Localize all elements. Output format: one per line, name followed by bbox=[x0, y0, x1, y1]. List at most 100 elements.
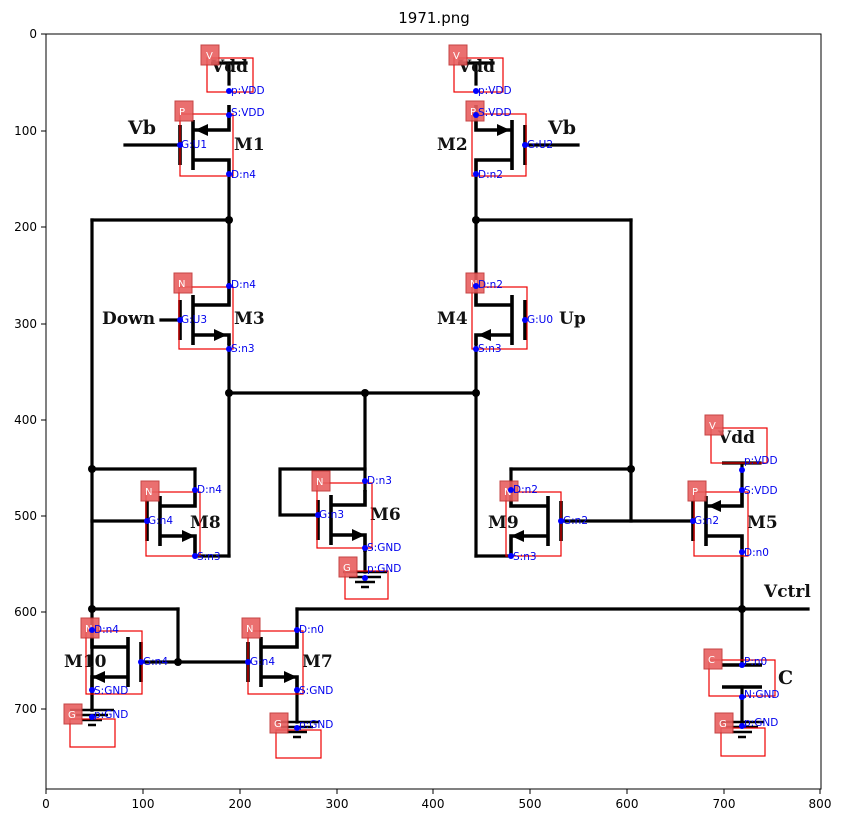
y-tick-label: 200 bbox=[14, 220, 37, 234]
pin-label: G:n4 bbox=[143, 656, 168, 668]
pin-label: p:GND bbox=[299, 719, 333, 731]
m2-label: M2 bbox=[437, 135, 468, 155]
y-tick-label: 100 bbox=[14, 124, 37, 138]
tag-p: P bbox=[470, 107, 476, 118]
annotation-tags: V V V P P P N N N N N N N G G G G C bbox=[63, 44, 734, 734]
m10-label: M10 bbox=[64, 652, 107, 672]
m1-label: M1 bbox=[234, 135, 265, 155]
tag-n: N bbox=[504, 487, 511, 498]
tag-n: N bbox=[85, 624, 92, 635]
pin-label: D:n4 bbox=[231, 169, 256, 181]
pin-label: S:n3 bbox=[513, 551, 537, 563]
tag-n: N bbox=[178, 279, 185, 290]
x-tick-label: 200 bbox=[229, 797, 252, 811]
tag-n: N bbox=[316, 477, 323, 488]
tag-p: P bbox=[179, 107, 185, 118]
pin-label: G:U1 bbox=[181, 139, 207, 151]
pin-label: D:n2 bbox=[478, 279, 503, 291]
pin-label: p:VDD bbox=[231, 85, 265, 97]
pin-label: p:VDD bbox=[744, 455, 778, 467]
vdd-label: Vdd bbox=[717, 428, 755, 448]
y-tick-label: 0 bbox=[29, 27, 37, 41]
x-tick-label: 100 bbox=[132, 797, 155, 811]
y-axis-ticks: 0 100 200 300 400 500 600 700 bbox=[14, 27, 46, 716]
pin-label: N:GND bbox=[744, 689, 779, 701]
up-label: Up bbox=[559, 309, 586, 329]
pin-labels: p:VDD S:VDD G:U1 D:n4 p:VDD S:VDD G:U2 D… bbox=[94, 85, 779, 731]
x-tick-label: 600 bbox=[616, 797, 639, 811]
junction-dots bbox=[88, 216, 746, 666]
pin-label: G:n4 bbox=[148, 515, 173, 527]
m9-label: M9 bbox=[488, 513, 519, 533]
pin-label: D:n4 bbox=[231, 279, 256, 291]
pin-label: S:GND bbox=[367, 542, 401, 554]
y-tick-label: 700 bbox=[14, 702, 37, 716]
pin-label: S:VDD bbox=[744, 485, 778, 497]
m3-label: M3 bbox=[234, 309, 265, 329]
down-label: Down bbox=[102, 309, 155, 329]
x-tick-label: 800 bbox=[809, 797, 832, 811]
pin-label: p:GND bbox=[94, 709, 128, 721]
pin-label: P:n0 bbox=[744, 656, 767, 668]
pin-label: p:GND bbox=[744, 717, 778, 729]
pin-label: S:n3 bbox=[197, 551, 221, 563]
pin-label: G:n4 bbox=[250, 656, 275, 668]
m5-label: M5 bbox=[747, 513, 778, 533]
m4-label: M4 bbox=[437, 309, 468, 329]
pin-label: G:n2 bbox=[694, 515, 719, 527]
x-tick-label: 0 bbox=[42, 797, 50, 811]
pin-label: D:n2 bbox=[478, 169, 503, 181]
tag-p: P bbox=[692, 487, 698, 498]
pin-label: S:n3 bbox=[478, 343, 502, 355]
x-tick-label: 300 bbox=[326, 797, 349, 811]
y-tick-label: 600 bbox=[14, 605, 37, 619]
vb-label: Vb bbox=[127, 117, 156, 139]
tag-g: G bbox=[274, 719, 282, 730]
pin-label: D:n3 bbox=[367, 475, 392, 487]
tag-g: G bbox=[343, 563, 351, 574]
pin-label: G:U2 bbox=[527, 139, 553, 151]
pin-label: G:U3 bbox=[181, 314, 207, 326]
pin-label: D:n0 bbox=[744, 547, 769, 559]
pin-label: G:U0 bbox=[527, 314, 553, 326]
vb-label: Vb bbox=[547, 117, 576, 139]
pin-label: p:GND bbox=[367, 563, 401, 575]
tag-g: G bbox=[719, 719, 727, 730]
pin-label: D:n4 bbox=[94, 624, 119, 636]
x-tick-label: 400 bbox=[422, 797, 445, 811]
tag-v: V bbox=[709, 421, 716, 432]
x-axis-ticks: 0 100 200 300 400 500 600 700 800 bbox=[42, 789, 831, 811]
pin-label: S:VDD bbox=[478, 107, 512, 119]
capacitor-label: C bbox=[778, 667, 793, 689]
tag-n: N bbox=[145, 487, 152, 498]
y-tick-label: 300 bbox=[14, 317, 37, 331]
tag-g: G bbox=[68, 710, 76, 721]
x-tick-label: 500 bbox=[519, 797, 542, 811]
circuit-labels: Vdd Vdd Vdd Vb Vb M1 M2 M3 M4 Down Up M8… bbox=[64, 57, 811, 689]
pin-label: D:n2 bbox=[513, 484, 538, 496]
figure-title: 1971.png bbox=[398, 9, 470, 27]
m6-label: M6 bbox=[370, 505, 401, 525]
tag-v: V bbox=[206, 51, 213, 62]
circuit-wires bbox=[90, 61, 810, 724]
pin-label: D:n0 bbox=[299, 624, 324, 636]
pin-label: S:GND bbox=[94, 685, 128, 697]
m8-label: M8 bbox=[190, 513, 221, 533]
ground-symbols bbox=[70, 570, 764, 739]
pin-label: p:VDD bbox=[478, 85, 512, 97]
m7-label: M7 bbox=[302, 652, 333, 672]
vctrl-label: Vctrl bbox=[763, 582, 811, 602]
y-tick-label: 400 bbox=[14, 413, 37, 427]
axes-frame bbox=[45, 33, 822, 790]
tag-n: N bbox=[246, 624, 253, 635]
pin-label: S:VDD bbox=[231, 107, 265, 119]
annotation-boxes bbox=[69, 57, 776, 759]
pin-label: G:n2 bbox=[563, 515, 588, 527]
tag-v: V bbox=[453, 51, 460, 62]
pin-label: S:n3 bbox=[231, 343, 255, 355]
y-tick-label: 500 bbox=[14, 509, 37, 523]
transistor-symbols bbox=[90, 105, 762, 690]
vdd-label: Vdd bbox=[210, 57, 248, 77]
pin-dots bbox=[89, 88, 745, 731]
